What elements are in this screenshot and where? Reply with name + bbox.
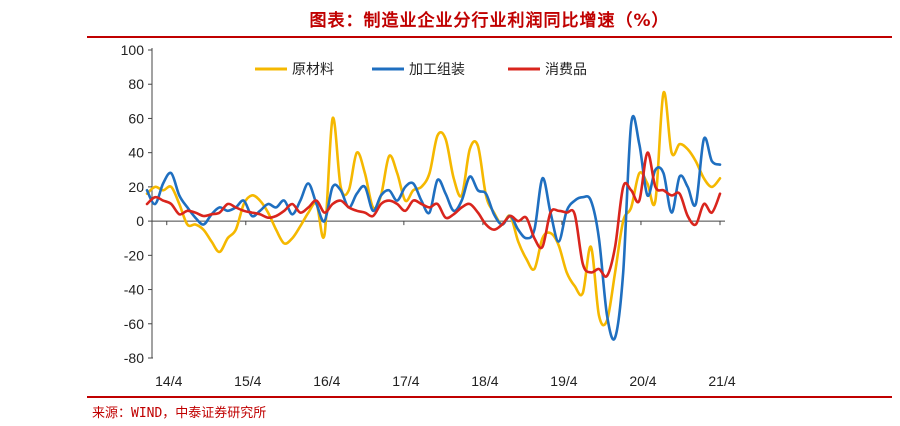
y-tick-label: 60 — [128, 110, 144, 126]
source-note: 来源：WIND，中泰证券研究所 — [92, 406, 267, 421]
legend-label-2: 消费品 — [545, 62, 587, 78]
y-tick-label: 40 — [128, 145, 144, 161]
x-tick-label: 15/4 — [234, 373, 261, 389]
series-line-2 — [145, 151, 722, 278]
title-bar: 图表：制造业企业分行业利润同比增速（%） — [87, 0, 892, 38]
y-tick-label: 0 — [136, 213, 144, 229]
x-tick-label: 18/4 — [471, 373, 498, 389]
x-tick-label: 14/4 — [155, 373, 182, 389]
source-divider — [87, 396, 892, 398]
y-tick-label: -60 — [124, 316, 144, 332]
y-tick-label: -40 — [124, 282, 144, 298]
legend-label-1: 加工组装 — [409, 62, 465, 78]
y-tick-label: -20 — [124, 247, 144, 263]
y-tick-label: 20 — [128, 179, 144, 195]
series-line-1 — [145, 114, 722, 341]
legend-label-0: 原材料 — [292, 62, 334, 78]
x-tick-label: 16/4 — [313, 373, 340, 389]
x-tick-label: 17/4 — [392, 373, 419, 389]
x-tick-label: 21/4 — [708, 373, 735, 389]
y-tick-label: -80 — [124, 350, 144, 366]
x-tick-label: 20/4 — [629, 373, 656, 389]
page-title: 图表：制造业企业分行业利润同比增速（%） — [309, 11, 670, 31]
y-tick-label: 100 — [121, 42, 145, 58]
y-tick-label: 80 — [128, 76, 144, 92]
x-tick-label: 19/4 — [550, 373, 577, 389]
